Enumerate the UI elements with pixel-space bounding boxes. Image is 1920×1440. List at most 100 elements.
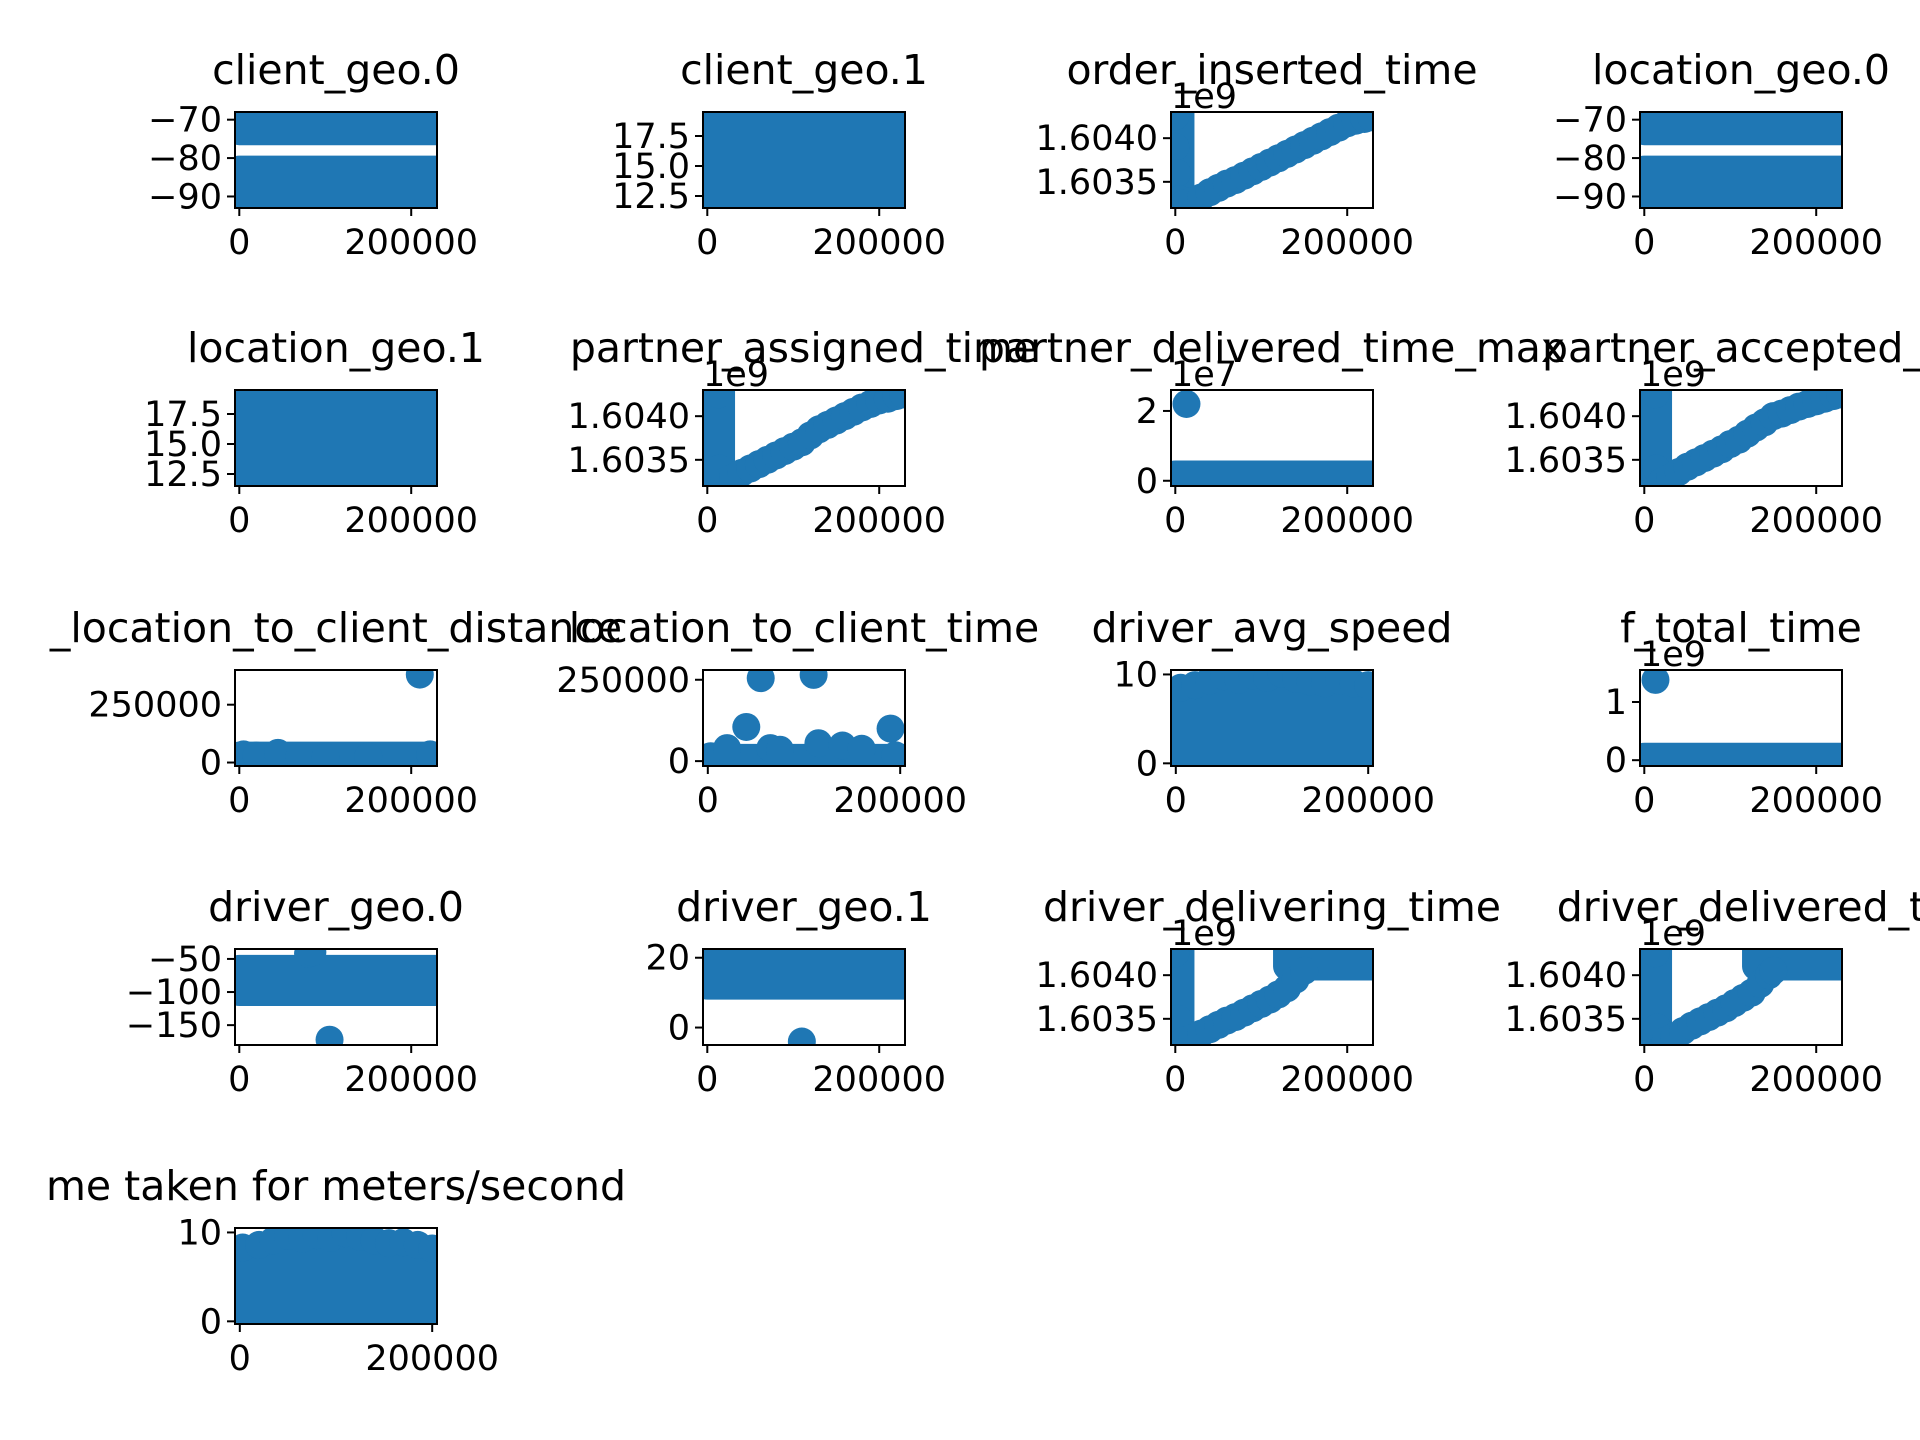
plot7-point-0 [1641,390,1670,409]
plot12-ytick-label-2: −150 [126,1006,222,1046]
plot8-ytick-label-1: 0 [200,744,222,784]
plot11-xtick-label-1: 200000 [1749,781,1883,821]
plot4-xtick-label-1: 200000 [344,501,478,541]
plot16-axes-frame [234,1227,438,1325]
plot10-axes-frame [1170,669,1374,767]
plot12-ytick-label-1: −100 [126,973,222,1013]
plot14-point-0 [1171,949,1190,968]
plot10-point-band-0 [1171,685,1373,766]
plot0-xtick-label-1: 200000 [344,223,478,263]
plot8-point-5 [354,742,383,766]
plot3-xtick-label-1: 200000 [1749,223,1883,263]
plot7-point-23 [1826,390,1842,409]
plot8-title: _location_to_client_distance [49,604,622,652]
plot10-point-13 [1354,671,1373,700]
plot16-xtick-label-1: 200000 [365,1339,499,1379]
plot2-axes-frame [1170,111,1374,209]
plot1-axes-frame [702,111,906,209]
plot0-ytick-label-1: −80 [148,139,222,179]
plot2-ytick-label-1: 1.6035 [1036,163,1158,203]
plot9-point-9 [847,734,876,763]
plot6-axes-frame [1170,389,1374,487]
plot2-xtick-label-1: 200000 [1280,223,1414,263]
plot6-xtick-label-1: 200000 [1280,501,1414,541]
plot5-xtick-label-1: 200000 [812,501,946,541]
plot9-point-10 [876,714,905,743]
plot14-xtick-label-0: 0 [1164,1060,1186,1100]
plot5-title: partner_assigned_time [570,324,1038,372]
plot5-xtick-label-0: 0 [696,501,718,541]
plot15-point-15 [1759,956,1788,985]
plot6-offset-text: 1e7 [1171,355,1237,395]
plot3-point-band-1 [1640,155,1842,208]
plot15-offset-text: 1e9 [1640,914,1706,954]
plot14-offset-text: 1e9 [1171,914,1237,954]
plot11-title: f_total_time [1620,604,1862,652]
plot16-ytick-label-1: 0 [200,1302,222,1342]
plot6-point-0 [1172,390,1201,418]
plot12-ytick-label-0: −50 [148,940,222,980]
plot11-offset-text: 1e9 [1640,635,1706,675]
plot7-offset-text: 1e9 [1640,355,1706,395]
plot13-ytick-label-0: 20 [645,939,690,979]
plot8-point-6 [405,670,434,689]
plot5-point-23 [889,390,905,409]
plot4-ytick-label-1: 15.0 [144,425,222,465]
plot11-ytick-label-1: 0 [1605,741,1627,781]
plot3-ytick-label-2: −90 [1553,177,1627,217]
plot8-xtick-label-1: 200000 [344,781,478,821]
plot5-axes-frame [702,389,906,487]
plot2-offset-text: 1e9 [1171,77,1237,117]
plot1-title: client_geo.1 [680,46,928,94]
plot2-point-1 [1171,132,1190,161]
plot8-point-7 [416,740,437,766]
plot0-title: client_geo.0 [212,46,460,94]
plot14-axes-frame [1170,948,1374,1046]
plot9-title: location_to_client_time [569,604,1040,652]
plot9-ytick-label-1: 0 [668,742,690,782]
plot2-point-2 [1171,159,1192,188]
plot1-ytick-label-0: 17.5 [612,117,690,157]
plot15-title: driver_delivered_t [1557,883,1920,931]
plot6-point-band-0 [1171,460,1373,486]
plot9-ytick-label-0: 250000 [556,661,690,701]
plot0-xtick-label-0: 0 [228,223,250,263]
plot0-point-band-1 [235,155,437,208]
plot1-point-band-0 [703,112,905,208]
plot14-xtick-label-1: 200000 [1280,1060,1414,1100]
plot6-xtick-label-0: 0 [1164,501,1186,541]
plot2-point-26 [1357,112,1373,132]
plot10-xtick-label-1: 200000 [1301,781,1435,821]
plot0-ytick-label-2: −90 [148,177,222,217]
plot3-point-band-0 [1640,112,1842,146]
plot7-title: partner_accepted_t [1542,324,1920,372]
plot11-xtick-label-0: 0 [1633,781,1655,821]
plot7-xtick-label-0: 0 [1633,501,1655,541]
plot9-axes-frame [702,669,906,767]
plot15-ytick-label-1: 1.6035 [1505,1000,1627,1040]
plot12-point-1 [298,949,327,967]
plot9-point-5 [765,735,794,764]
plot12-point-2 [315,1025,344,1045]
plot11-point-0 [1641,670,1670,694]
plot12-point-band-0 [235,954,437,1007]
plot3-xtick-label-0: 0 [1633,223,1655,263]
plot10-title: driver_avg_speed [1092,604,1453,652]
plot12-xtick-label-1: 200000 [344,1060,478,1100]
plot4-axes-frame [234,389,438,487]
plot11-axes-frame [1639,669,1843,767]
plot6-ytick-label-0: 2 [1136,392,1158,432]
plot14-title: driver_delivering_time [1043,883,1501,931]
plot7-axes-frame [1639,389,1843,487]
plot7-xtick-label-1: 200000 [1749,501,1883,541]
plot9-point-11 [881,741,905,766]
plot12-axes-frame [234,948,438,1046]
plot13-xtick-label-0: 0 [696,1060,718,1100]
plot0-ytick-label-0: −70 [148,101,222,141]
plot7-ytick-label-0: 1.6040 [1505,397,1627,437]
plot16-title: me taken for meters/second [46,1162,626,1210]
plot15-point-0 [1641,949,1670,968]
plot16-xtick-label-0: 0 [229,1339,251,1379]
